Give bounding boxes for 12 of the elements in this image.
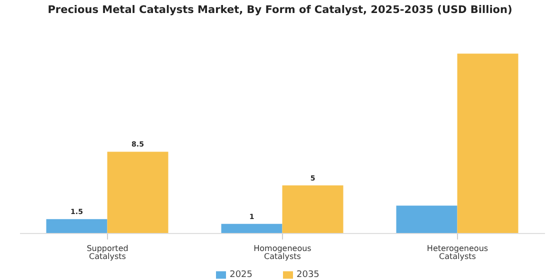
bar <box>282 185 344 234</box>
x-tick-label: Supported Catalysts <box>86 244 128 262</box>
bar <box>46 219 108 234</box>
chart-title: Precious Metal Catalysts Market, By Form of Catalyst, 2025-2035 (USD Billion) <box>46 4 514 16</box>
legend-label: 2035 <box>296 270 320 280</box>
legend-label: 2025 <box>230 270 252 280</box>
x-tick-label: Heterogeneous Catalysts <box>426 244 488 262</box>
bar <box>457 54 518 234</box>
bar <box>221 224 282 234</box>
x-tick-label: Homogeneous Catalysts <box>254 244 312 262</box>
bar <box>396 206 458 234</box>
bar <box>107 152 168 234</box>
